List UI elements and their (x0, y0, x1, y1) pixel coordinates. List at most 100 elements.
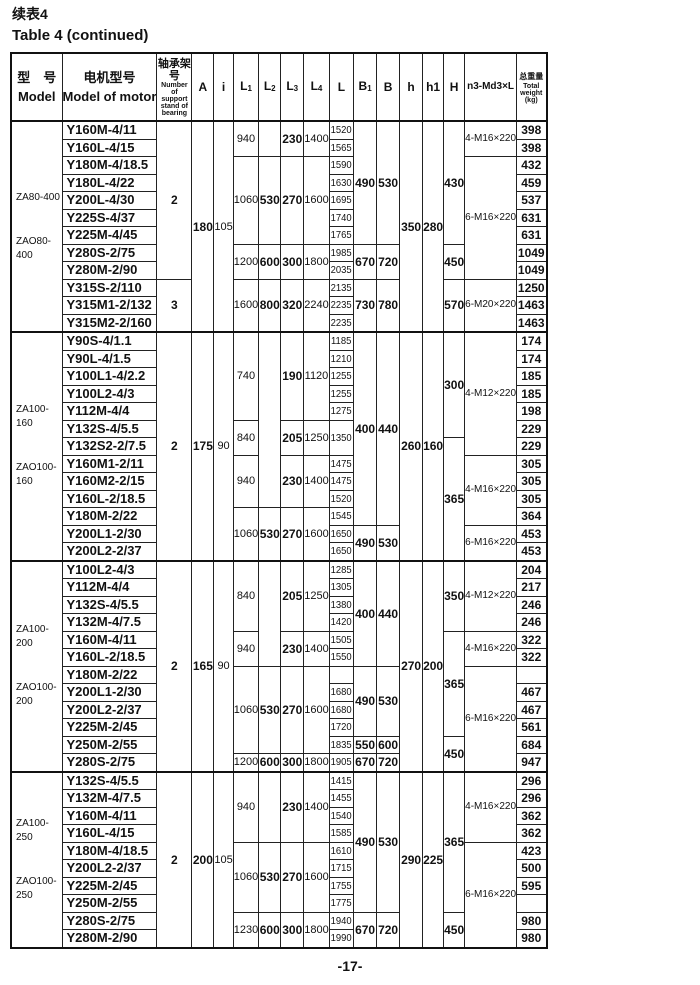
l-cell: 1255 (329, 367, 353, 386)
l1-cell: 1200 (232, 753, 260, 772)
b-cell: 530 (376, 665, 401, 737)
h-cell: 260 (399, 331, 424, 561)
table-row: Y160M-4/11 940 230 1400 1505 365 4-M16×220 322 (11, 630, 548, 737)
weight-cell: 362 (516, 824, 548, 843)
title-cn: 续表4 (12, 6, 48, 22)
l3-cell: 230 (280, 454, 305, 508)
l-cell: 1905 (329, 753, 353, 772)
b-cell: 720 (376, 753, 401, 772)
motor-cell: Y280M-2/90 (61, 929, 158, 948)
n3-cell: 6-M16×220 (464, 524, 518, 561)
a-cell: 180 (191, 120, 215, 333)
page-number: -17- (337, 958, 363, 974)
a-cell: 165 (191, 559, 215, 772)
l-cell: 1415 (329, 770, 353, 790)
i-cell: 105 (213, 770, 234, 948)
n3-cell: 6-M20×220 (464, 278, 518, 333)
l3-cell: 300 (280, 243, 305, 280)
l2-cell: 800 (258, 278, 282, 333)
table-row: Y225S-4/37 1740 631 (11, 208, 548, 227)
n3-cell: 6-M16×220 (464, 156, 518, 280)
table-row: ZA100-250 ZAO100-250 Y132S-4/5.5 2 200 105 940… (10, 770, 548, 948)
b1-cell: 490 (353, 665, 378, 737)
motor-cell: Y250M-2/55 (61, 735, 158, 754)
table-row: Y100L1-4/2.2 1255 185 (11, 367, 548, 386)
h-cell: 365 (443, 630, 466, 737)
header-bearing: 轴承架号 Number of support stand of bearing (156, 52, 193, 122)
weight-cell: 204 (516, 559, 548, 579)
motor-cell: Y132S2-2/7.5 (61, 437, 158, 456)
l1-cell: 840 (232, 559, 260, 632)
b-cell: 530 (376, 524, 401, 561)
header-L3: L3 (280, 52, 305, 122)
l-cell: 1550 (329, 648, 353, 667)
b1-cell: 400 (353, 559, 378, 667)
l-cell: 2135 (329, 278, 353, 297)
weight-cell: 198 (516, 402, 548, 421)
motor-cell: Y200L2-2/37 (61, 542, 158, 561)
b1-cell: 490 (353, 120, 378, 245)
header-h: h (399, 52, 424, 122)
motor-cell: Y225M-2/45 (61, 718, 158, 737)
l3-cell: 270 (280, 507, 305, 561)
l-cell: 1475 (329, 454, 353, 473)
motor-cell: Y160L-2/18.5 (61, 648, 158, 667)
weight-cell: 1463 (516, 313, 548, 333)
l-cell: 1740 (329, 208, 353, 227)
weight-cell: 500 (516, 859, 548, 878)
h-cell: 300 (443, 331, 466, 438)
n3-cell: 4-M16×220 (464, 120, 518, 157)
table-row: Y132S2-2/7.5 365 229 (11, 437, 548, 561)
table-row: Y180M-4/18.5 1060 530 270 1600 1610 6-M16×220 4… (11, 841, 548, 948)
h-cell: 270 (399, 559, 424, 772)
l1-cell: 1060 (232, 156, 260, 245)
n3-cell: 4-M16×220 (464, 454, 518, 526)
weight-cell: 174 (516, 331, 548, 351)
l2-cell (258, 120, 282, 157)
table-row: Y160M1-2/11 940 230 1400 1475 4-M16×220 305 (11, 454, 548, 526)
b1-cell: 400 (353, 331, 378, 526)
b1-cell: 490 (353, 770, 378, 913)
weight-cell: 1049 (516, 243, 548, 262)
motor-cell: Y100L1-4/2.2 (61, 367, 158, 386)
table-row: ZA80-400 ZAO80-400 Y160M-4/11 2 180 105 940 230… (10, 120, 548, 333)
l-cell: 1540 (329, 806, 353, 825)
l-cell: 1650 (329, 542, 353, 561)
l4-cell: 2240 (303, 278, 330, 333)
bearing-cell: 2 (156, 770, 193, 948)
table-row: Y315S-2/110 3 1600 800 320 2240 2135 730 780 570 6… (11, 278, 548, 333)
motor-cell: Y132M-4/7.5 (61, 613, 158, 632)
weight-cell: 980 (516, 929, 548, 948)
weight-cell: 423 (516, 841, 548, 860)
weight-cell: 561 (516, 718, 548, 737)
table-row: Y112M-4/4 1305 217 (11, 578, 548, 597)
h-cell: 450 (443, 735, 466, 772)
n3-cell: 6-M16×220 (464, 665, 518, 772)
motor-cell: Y160M-4/11 (61, 120, 158, 140)
n3-cell: 4-M12×220 (464, 331, 518, 456)
l-cell: 1630 (329, 173, 353, 192)
weight-cell: 459 (516, 173, 548, 192)
l1-cell: 940 (232, 770, 260, 843)
b-cell: 530 (376, 120, 401, 245)
table-row: Y180L-4/22 1630 459 (11, 173, 548, 192)
l-cell: 1255 (329, 384, 353, 403)
l-cell: 1775 (329, 894, 353, 913)
h-cell: 570 (443, 278, 466, 333)
l-cell: 1590 (329, 156, 353, 175)
l4-cell: 1600 (303, 841, 330, 913)
weight-cell: 246 (516, 595, 548, 614)
h-cell: 450 (443, 243, 466, 280)
l1-cell: 940 (232, 454, 260, 508)
motor-cell: Y132S-4/5.5 (61, 419, 158, 438)
l4-cell: 1400 (303, 454, 330, 508)
model-name-alt: ZAO100-200 (16, 682, 57, 707)
weight-cell: 174 (516, 349, 548, 368)
motor-cell: Y280S-2/75 (61, 243, 158, 262)
header-i: i (213, 52, 234, 122)
motor-cell: Y112M-4/4 (61, 578, 158, 597)
weight-cell: 364 (516, 507, 548, 526)
l1-cell: 1600 (232, 278, 260, 333)
l3-cell: 270 (280, 665, 305, 754)
motor-cell: Y225M-4/45 (61, 226, 158, 245)
